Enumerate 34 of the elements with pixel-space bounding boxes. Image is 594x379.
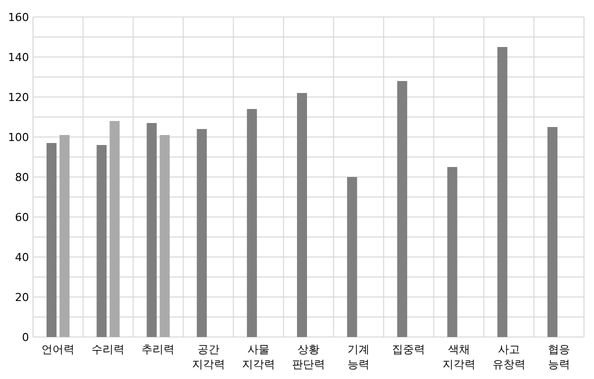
bar	[196, 129, 207, 337]
y-tick-label: 160	[8, 11, 29, 24]
x-tick-label: 수리력	[92, 343, 125, 356]
bar	[497, 47, 508, 337]
x-tick-label: 공간 지각력	[192, 343, 225, 371]
x-tick-label: 기계 능력	[348, 343, 370, 371]
x-tick-label: 협응 능력	[548, 343, 570, 371]
bar	[297, 93, 307, 337]
x-tick-label: 집중력	[392, 343, 426, 356]
y-tick-label: 40	[15, 251, 29, 264]
bar	[347, 177, 358, 337]
y-tick-label: 60	[15, 211, 29, 224]
bar	[96, 145, 107, 337]
x-tick-label: 추리력	[142, 343, 175, 356]
y-tick-label: 120	[8, 91, 29, 104]
x-tick-label: 사물 지각력	[242, 343, 275, 371]
bar	[397, 81, 408, 337]
y-tick-label: 80	[15, 171, 29, 184]
bar	[110, 121, 120, 337]
x-tick-label: 상황 판단력	[292, 343, 325, 371]
y-tick-label: 20	[15, 291, 29, 304]
bar	[146, 123, 157, 337]
y-tick-label: 0	[22, 331, 29, 344]
x-tick-label: 언어력	[42, 343, 75, 356]
bar	[46, 143, 57, 337]
bar	[447, 167, 458, 337]
bar	[547, 127, 558, 337]
x-tick-label: 색채 지각력	[442, 343, 476, 371]
bar	[160, 135, 170, 337]
bar	[246, 109, 257, 337]
y-tick-label: 140	[8, 51, 29, 64]
y-tick-label: 100	[8, 131, 29, 144]
bar	[60, 135, 70, 337]
x-tick-label: 사고 유창력	[492, 343, 526, 371]
